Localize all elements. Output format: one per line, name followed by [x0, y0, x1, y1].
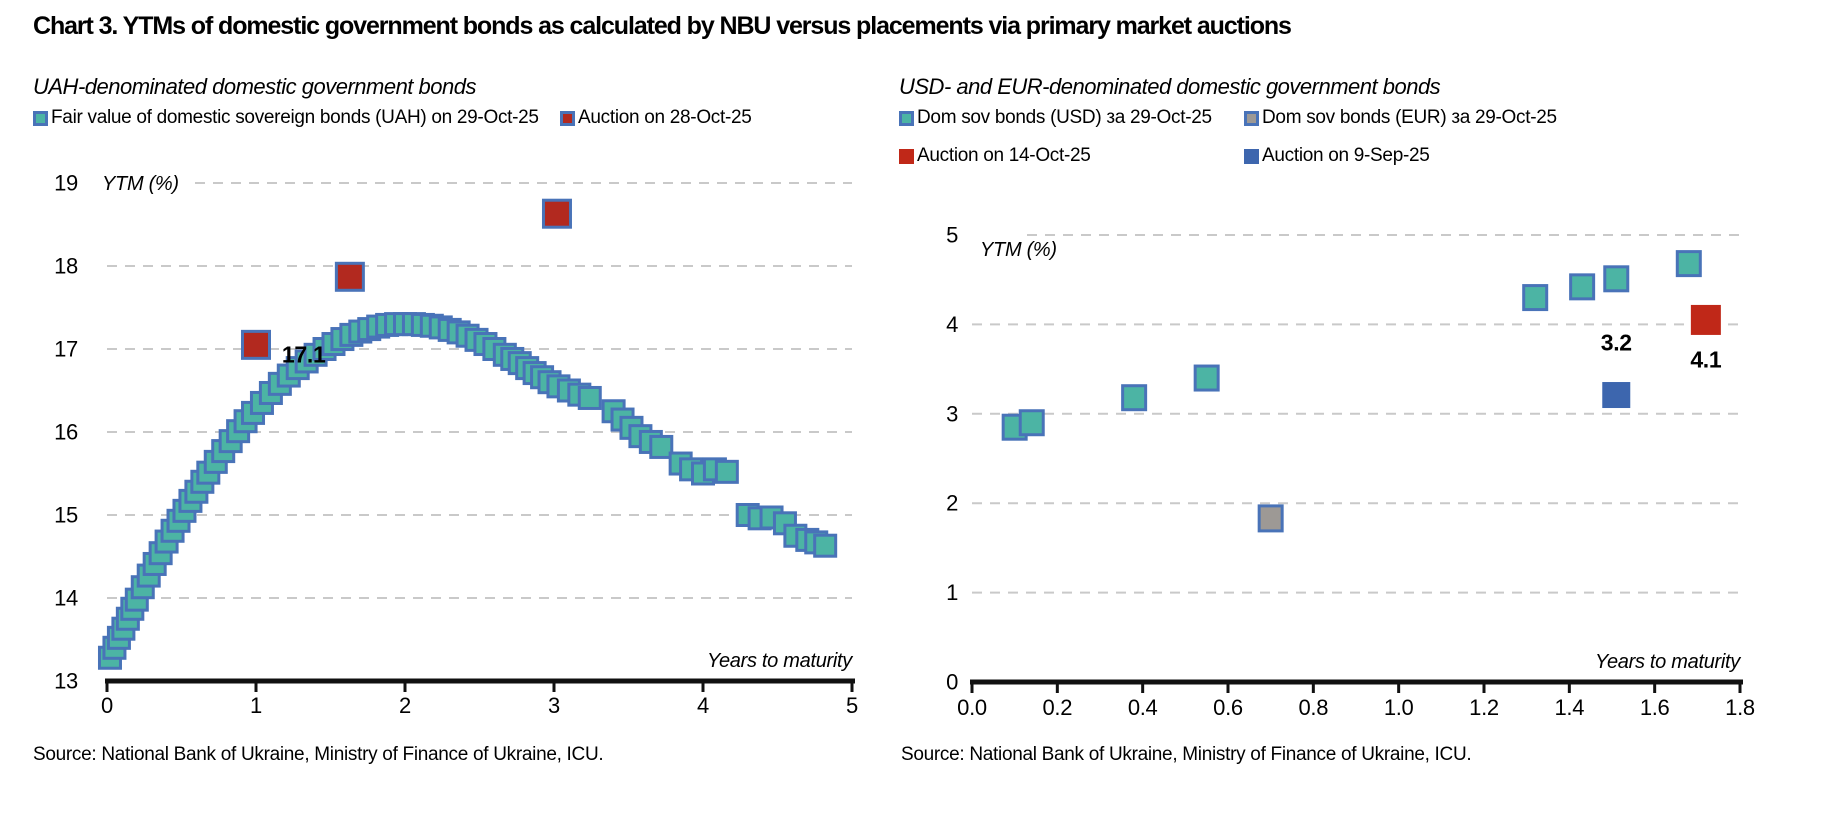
x-tick-label: 1.6 [1640, 695, 1670, 720]
data-point [541, 198, 572, 229]
data-point [577, 385, 602, 410]
usd-eur-chart-subtitle: USD- and EUR-denominated domestic govern… [899, 74, 1441, 99]
legend-item-fair-value-uah: Fair value of domestic sovereign bonds (… [33, 107, 539, 129]
series-auction_14oct [1690, 304, 1721, 335]
x-tick-label: 1 [250, 693, 262, 718]
y-tick-label: 13 [54, 669, 78, 694]
usd-eur-chart-canvas: 0 1 2 3 4 5 0.0 0.2 0.4 0.6 0.8 1.0 1.2 1.4 1.6 1.8 YTM … [946, 223, 1755, 721]
legend-label: Dom sov bonds (EUR) за 29-Oct-25 [1262, 107, 1557, 128]
uah-chart-canvas: 13 14 15 16 17 18 19 0 1 2 3 4 5 YTM (%) Years to matu… [54, 171, 858, 719]
legend-label: Auction on 28-Oct-25 [578, 107, 752, 128]
x-tick-label: 0.6 [1213, 695, 1243, 720]
x-tick-label: 1.2 [1469, 695, 1499, 720]
data-label: 3.2 [1601, 329, 1632, 355]
y-tick-label: 14 [54, 586, 78, 611]
data-point [334, 261, 365, 292]
x-tick-label: 1.0 [1384, 695, 1414, 720]
data-point [1257, 504, 1284, 533]
y-tick-label: 16 [54, 420, 78, 445]
legend-item-auction-14oct: Auction on 14-Oct-25 [899, 145, 1091, 167]
uah-chart-source: Source: National Bank of Ukraine, Minist… [33, 744, 604, 765]
y-axis-title: YTM (%) [980, 239, 1057, 261]
data-point [714, 459, 739, 484]
data-point [1569, 273, 1596, 301]
data-point [1121, 384, 1148, 412]
x-axis-title: Years to maturity [707, 650, 853, 672]
legend-item-auction-9sep: Auction on 9-Sep-25 [1244, 145, 1430, 167]
x-tick-label: 1.4 [1554, 695, 1584, 720]
y-tick-label: 15 [54, 503, 78, 528]
series-fair_value_uah [97, 312, 838, 670]
legend-label: Dom sov bonds (USD) за 29-Oct-25 [917, 107, 1212, 128]
y-axis-title: YTM (%) [102, 173, 179, 195]
data-point [813, 533, 838, 558]
data-label: 17.1 [282, 341, 326, 367]
x-axis-title: Years to maturity [1595, 651, 1741, 673]
legend-item-dom-sov-usd: Dom sov bonds (USD) за 29-Oct-25 [899, 107, 1212, 129]
x-tick-label: 3 [548, 693, 560, 718]
x-tick-label: 5 [846, 693, 858, 718]
y-tick-label: 2 [946, 491, 958, 516]
x-tick-label: 0.0 [957, 695, 987, 720]
series-auction_9sep [1602, 382, 1631, 409]
y-tick-label: 17 [54, 337, 78, 362]
data-label: 4.1 [1690, 346, 1722, 372]
usd-eur-chart-source: Source: National Bank of Ukraine, Minist… [901, 744, 1472, 765]
data-point [1602, 382, 1631, 409]
y-tick-label: 0 [946, 670, 958, 695]
series-dom_sov_eur [1257, 504, 1284, 533]
y-tick-label: 3 [946, 401, 958, 426]
data-point [1603, 265, 1630, 293]
data-point [649, 434, 674, 459]
data-point [1675, 250, 1702, 278]
teal-square-swatch-icon [33, 111, 48, 126]
uah-chart-subtitle: UAH-denominated domestic government bond… [33, 74, 476, 99]
gray-square-swatch-icon [1244, 111, 1259, 126]
y-tick-label: 4 [946, 312, 958, 337]
x-tick-label: 1.8 [1725, 695, 1755, 720]
x-tick-label: 2 [399, 693, 411, 718]
x-tick-label: 0.2 [1042, 695, 1072, 720]
data-point [1193, 364, 1220, 392]
red-square-swatch-icon [560, 111, 575, 126]
x-tick-label: 0 [101, 693, 113, 718]
y-tick-label: 5 [946, 223, 958, 248]
data-point [1018, 409, 1045, 437]
data-point [1690, 304, 1721, 335]
x-tick-label: 0.4 [1128, 695, 1158, 720]
blue-square-swatch-icon [1244, 149, 1259, 164]
legend-item-auction-28oct: Auction on 28-Oct-25 [560, 107, 752, 129]
series-dom_sov_usd [1001, 250, 1702, 441]
figure-title: Chart 3. YTMs of domestic government bon… [33, 12, 1292, 40]
legend-label: Fair value of domestic sovereign bonds (… [51, 107, 539, 128]
y-tick-label: 1 [946, 580, 958, 605]
x-tick-label: 4 [697, 693, 709, 718]
red-square-swatch-icon [899, 149, 914, 164]
y-tick-label: 19 [54, 171, 78, 196]
y-tick-label: 18 [54, 254, 78, 279]
x-tick-label: 0.8 [1298, 695, 1328, 720]
legend-label: Auction on 9-Sep-25 [1262, 145, 1430, 166]
teal-square-swatch-icon [899, 111, 914, 126]
series-auction_28oct [241, 198, 572, 360]
legend-label: Auction on 14-Oct-25 [917, 145, 1091, 166]
legend-item-dom-sov-eur: Dom sov bonds (EUR) за 29-Oct-25 [1244, 107, 1557, 129]
data-point [241, 329, 271, 360]
data-point [1522, 284, 1549, 312]
